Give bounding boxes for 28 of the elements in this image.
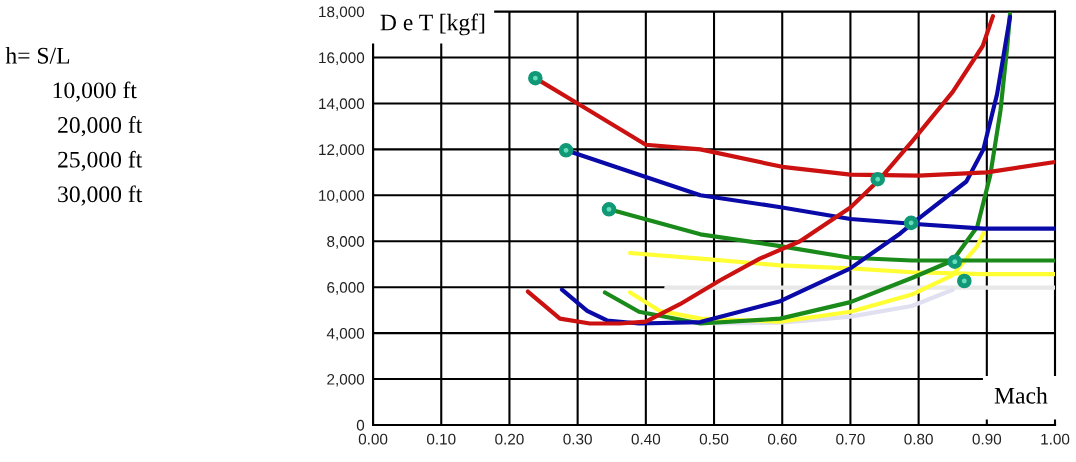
x-tick-label: 0.20 [495,433,524,445]
y-tick-label: 16,000 [319,52,365,65]
x-tick-label: 0.90 [972,433,1002,445]
x-tick-label: 0.00 [358,433,388,445]
text: h= S/L [5,47,70,64]
text: 10,000 ft [53,81,137,102]
text: 20,000 ft [58,116,143,137]
y-tick-label: 0 [356,419,365,431]
x-axis-title: Mach [994,387,1048,404]
y-axis-title: D e T [kgf] [380,13,485,36]
x-tick-label: 0.30 [563,433,592,445]
x-tick-label: 0.60 [767,433,797,445]
y-tick-label: 10,000 [319,190,365,203]
y-tick-label: 18,000 [319,6,365,20]
text: 30,000 ft [58,185,143,206]
y-tick-label: 4,000 [326,327,365,341]
x-tick-label: 0.70 [836,433,865,445]
x-tick-label: 1.00 [1041,433,1070,445]
y-tick-label: 14,000 [319,98,365,111]
x-tick-label: 0.10 [426,433,456,445]
y-tick-label: 12,000 [319,144,365,157]
y-tick-label: 2,000 [327,373,365,387]
y-tick-label: 8,000 [327,236,365,249]
y-tick-label: 6,000 [327,282,365,295]
x-tick-label: 0.50 [699,433,729,445]
x-tick-label: 0.40 [631,433,661,445]
x-tick-label: 0.80 [904,433,933,445]
text: 25,000 ft [58,150,143,172]
